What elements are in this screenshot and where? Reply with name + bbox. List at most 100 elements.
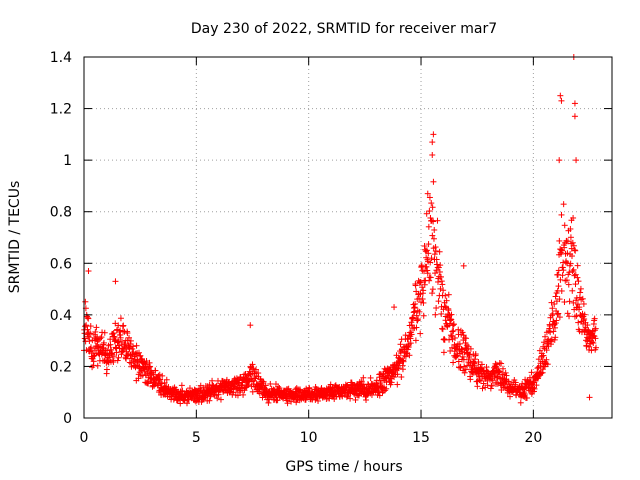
data-point xyxy=(563,277,570,284)
data-point xyxy=(576,304,583,311)
data-point xyxy=(531,385,538,392)
data-point xyxy=(394,381,401,388)
data-point xyxy=(560,267,567,274)
data-point xyxy=(97,335,104,342)
data-point xyxy=(407,340,414,347)
data-point xyxy=(158,380,165,387)
data-point xyxy=(554,271,561,278)
data-point xyxy=(112,344,119,351)
data-point xyxy=(421,243,428,250)
data-point xyxy=(159,372,166,379)
data-point xyxy=(430,218,437,225)
data-point xyxy=(110,330,117,337)
data-point xyxy=(418,262,425,269)
data-point xyxy=(521,391,528,398)
data-point xyxy=(438,310,445,317)
data-point xyxy=(558,287,565,294)
data-point xyxy=(312,396,319,403)
data-point xyxy=(584,322,591,329)
data-point xyxy=(416,308,423,315)
data-point xyxy=(573,157,580,164)
data-point xyxy=(206,397,213,404)
data-point xyxy=(395,365,402,372)
data-point xyxy=(577,285,584,292)
axis-ticks: 0 0.2 0.4 0.6 0.8 1 1.2 1.4 0 5 10 15 20 xyxy=(50,50,612,446)
data-point xyxy=(93,324,100,331)
data-point xyxy=(209,377,216,384)
data-point xyxy=(462,366,469,373)
data-point xyxy=(253,366,260,373)
data-point xyxy=(373,377,380,384)
data-point xyxy=(592,335,599,342)
data-point xyxy=(459,353,466,360)
data-point xyxy=(592,325,599,332)
data-point xyxy=(530,388,537,395)
data-point xyxy=(107,341,114,348)
data-point xyxy=(94,338,101,345)
data-point xyxy=(448,333,455,340)
data-point xyxy=(549,312,556,319)
data-point xyxy=(442,303,449,310)
data-point xyxy=(571,113,578,120)
data-point xyxy=(517,399,524,406)
data-point xyxy=(530,384,537,391)
data-point xyxy=(429,151,436,158)
data-point xyxy=(249,361,256,368)
data-point xyxy=(590,340,597,347)
data-point xyxy=(572,281,579,288)
data-point xyxy=(556,157,563,164)
data-point xyxy=(89,337,96,344)
data-point xyxy=(186,385,193,392)
data-point xyxy=(133,342,140,349)
data-point xyxy=(564,310,571,317)
data-point xyxy=(544,361,551,368)
data-point xyxy=(417,330,424,337)
data-point xyxy=(494,373,501,380)
data-point xyxy=(474,383,481,390)
data-point xyxy=(284,400,291,407)
data-point xyxy=(443,297,450,304)
data-point xyxy=(339,393,346,400)
data-point xyxy=(90,353,97,360)
data-point xyxy=(566,298,573,305)
data-point xyxy=(388,379,395,386)
data-point xyxy=(126,345,133,352)
data-point xyxy=(432,311,439,318)
data-point xyxy=(586,394,593,401)
x-tick-label: 15 xyxy=(412,430,430,446)
data-point xyxy=(439,281,446,288)
data-point xyxy=(552,324,559,331)
data-point xyxy=(547,329,554,336)
data-point xyxy=(528,369,535,376)
data-point xyxy=(523,394,530,401)
data-point xyxy=(564,238,571,245)
data-point xyxy=(408,322,415,329)
data-point xyxy=(588,347,595,354)
data-point xyxy=(575,278,582,285)
data-point xyxy=(480,380,487,387)
data-point xyxy=(183,400,190,407)
data-point xyxy=(463,335,470,342)
data-point xyxy=(588,339,595,346)
data-point xyxy=(82,298,89,305)
data-point xyxy=(559,272,566,279)
data-point xyxy=(429,139,436,146)
data-point xyxy=(398,374,405,381)
data-point xyxy=(146,359,153,366)
data-point xyxy=(451,334,458,341)
data-point xyxy=(383,385,390,392)
data-point xyxy=(270,386,277,393)
data-point xyxy=(502,369,509,376)
y-tick-label: 0.4 xyxy=(50,308,72,324)
data-point xyxy=(419,295,426,302)
data-point xyxy=(503,372,510,379)
data-point xyxy=(506,393,513,400)
data-point xyxy=(94,362,101,369)
data-point xyxy=(98,334,105,341)
data-point xyxy=(245,381,252,388)
data-point xyxy=(448,311,455,318)
data-point xyxy=(402,332,409,339)
data-point xyxy=(426,208,433,215)
data-point xyxy=(556,296,563,303)
